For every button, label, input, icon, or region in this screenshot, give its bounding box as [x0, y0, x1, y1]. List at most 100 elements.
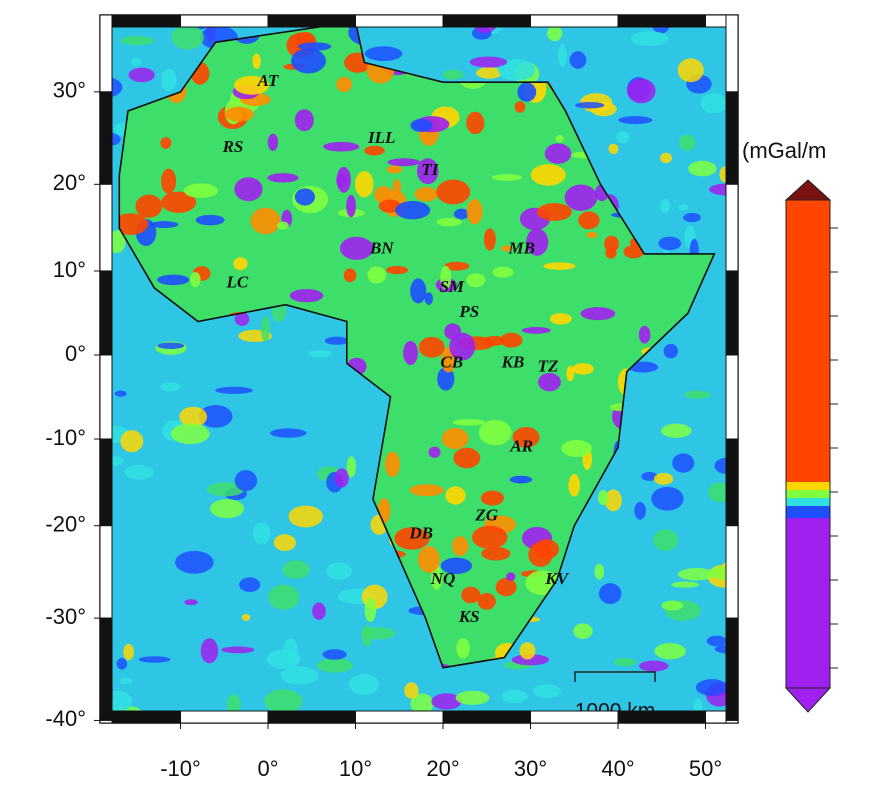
anomaly — [531, 164, 566, 186]
anomaly — [346, 195, 356, 218]
anomaly — [225, 107, 254, 122]
anomaly — [614, 658, 636, 666]
anomaly — [349, 674, 379, 695]
y-tick-label: 0° — [65, 341, 86, 366]
frame-segment — [181, 15, 269, 27]
x-tick-label: 0° — [257, 756, 278, 781]
anomaly — [631, 31, 669, 46]
x-tick-label: 30° — [514, 756, 547, 781]
anomaly — [210, 499, 244, 518]
frame-segment — [618, 15, 706, 27]
frame-segment — [443, 15, 531, 27]
anomaly — [481, 547, 510, 561]
frame-segment — [726, 439, 738, 526]
anomaly — [538, 373, 561, 391]
anomaly — [221, 646, 254, 653]
anomaly — [501, 690, 528, 703]
anomaly — [281, 666, 319, 684]
anomaly — [688, 161, 716, 177]
anomaly — [660, 153, 672, 163]
frame-segment — [181, 711, 269, 723]
anomaly — [317, 658, 353, 672]
anomaly — [618, 116, 652, 124]
anomaly — [565, 185, 598, 211]
anomaly — [268, 585, 299, 610]
anomaly — [121, 36, 154, 45]
x-tick-label: 40° — [601, 756, 634, 781]
anomaly — [410, 119, 432, 132]
anomaly — [365, 598, 377, 622]
region-label: NQ — [430, 569, 456, 588]
anomaly — [215, 387, 253, 394]
colorbar-segment — [786, 506, 830, 518]
region-label: ZG — [474, 506, 498, 525]
region-label: LC — [226, 273, 249, 292]
anomaly — [517, 82, 536, 101]
anomaly — [115, 390, 127, 396]
anomaly — [175, 551, 214, 574]
anomaly — [201, 638, 218, 663]
anomaly — [634, 502, 646, 520]
anomaly — [651, 487, 683, 511]
anomaly — [368, 267, 387, 284]
anomaly — [466, 273, 485, 287]
anomaly — [117, 658, 127, 670]
anomaly — [161, 169, 176, 194]
anomaly — [253, 522, 271, 544]
y-tick-label: -20° — [45, 512, 86, 537]
anomaly — [336, 77, 352, 92]
anomaly — [274, 534, 296, 551]
anomaly — [355, 171, 373, 197]
frame-segment — [726, 15, 738, 92]
anomaly — [233, 257, 247, 270]
frame-segment — [100, 720, 112, 723]
anomaly — [160, 137, 171, 149]
frame-segment — [726, 618, 738, 720]
anomaly — [484, 228, 496, 250]
anomaly — [678, 204, 688, 210]
anomaly — [442, 70, 463, 80]
anomaly — [403, 341, 418, 365]
anomaly — [437, 218, 462, 226]
anomaly — [157, 275, 189, 286]
anomaly — [522, 327, 551, 334]
frame-segment — [268, 711, 356, 723]
y-tick-label: -10° — [45, 425, 86, 450]
anomaly — [436, 180, 470, 205]
anomaly — [312, 603, 326, 620]
y-tick-label: 20° — [53, 170, 86, 195]
anomaly — [139, 656, 171, 663]
anomaly — [466, 112, 484, 134]
anomaly — [157, 342, 184, 349]
region-label: KS — [458, 607, 480, 626]
anomaly — [270, 428, 306, 437]
anomaly — [184, 599, 197, 605]
frame-segment — [531, 15, 619, 27]
anomaly — [393, 179, 401, 195]
anomaly — [572, 363, 594, 374]
anomaly — [672, 453, 694, 472]
anomaly — [336, 173, 347, 187]
anomaly — [581, 307, 616, 320]
anomaly — [654, 473, 673, 485]
anomaly — [550, 313, 572, 324]
anomaly — [190, 272, 201, 287]
x-tick-label: 20° — [426, 756, 459, 781]
colorbar-ticks — [830, 228, 838, 668]
region-label: AR — [509, 436, 533, 455]
anomaly — [395, 201, 430, 219]
anomaly — [290, 289, 323, 302]
anomaly — [387, 158, 420, 166]
anomaly — [242, 614, 250, 621]
anomaly — [322, 649, 346, 660]
frame-segment — [100, 355, 112, 439]
y-tick-label: 30° — [53, 78, 86, 103]
colorbar — [786, 180, 838, 712]
frame-segment — [356, 15, 444, 27]
anomaly — [696, 679, 728, 696]
anomaly — [555, 135, 563, 142]
frame-segment — [100, 526, 112, 618]
anomaly — [533, 684, 561, 698]
anomaly — [683, 213, 701, 222]
frame-segment — [726, 92, 738, 184]
